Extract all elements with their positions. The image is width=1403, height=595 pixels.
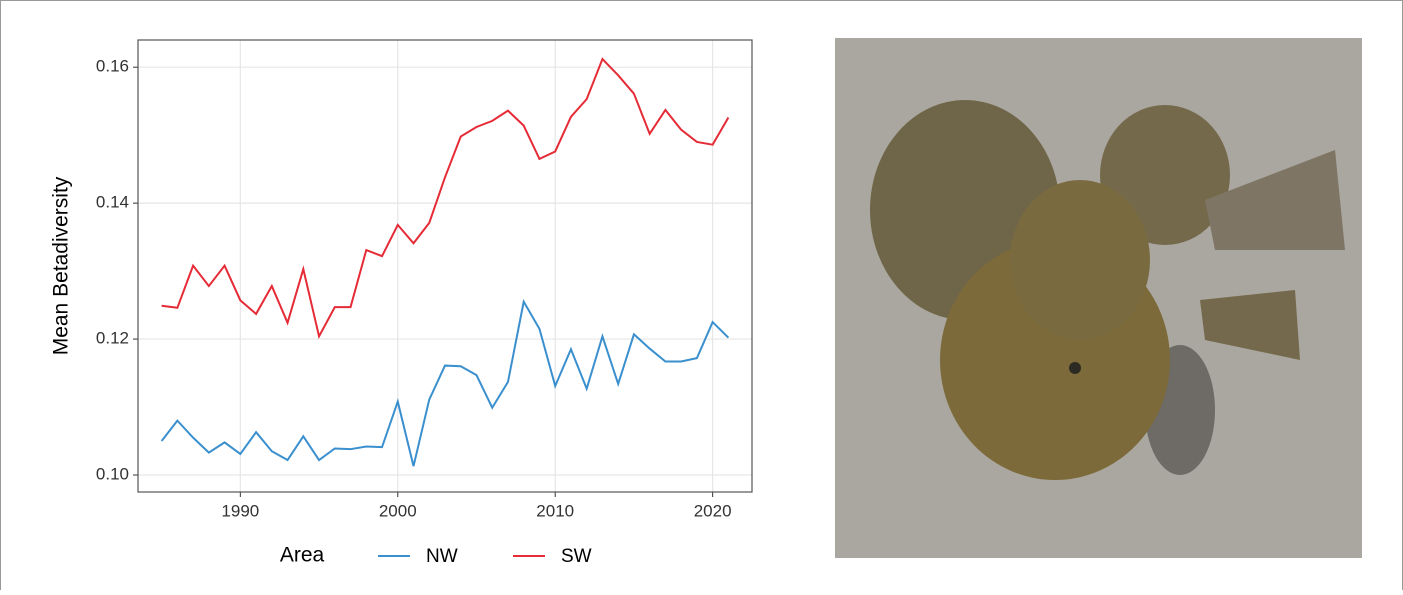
x-tick-label: 2000 bbox=[379, 501, 417, 520]
legend: NW SW bbox=[378, 546, 592, 567]
y-axis-label: Mean Betadiversity bbox=[50, 176, 73, 355]
legend-label: NW bbox=[426, 546, 458, 567]
figure: 0.10 0.12 0.14 0.16 1990 2000 2010 2020 Mean Be… bbox=[0, 0, 1403, 590]
legend-title: Area bbox=[280, 544, 325, 567]
y-tick-label: 0.10 bbox=[96, 464, 129, 483]
y-tick-label: 0.12 bbox=[96, 329, 129, 348]
x-tick-label: 2010 bbox=[536, 501, 574, 520]
x-tick-label: 2020 bbox=[694, 501, 732, 520]
x-tick-label: 1990 bbox=[221, 501, 259, 520]
plot-panel bbox=[138, 40, 752, 492]
photo bbox=[835, 38, 1362, 558]
legend-label: SW bbox=[561, 546, 592, 567]
y-tick-label: 0.16 bbox=[96, 57, 129, 76]
y-tick-label: 0.14 bbox=[96, 193, 129, 212]
